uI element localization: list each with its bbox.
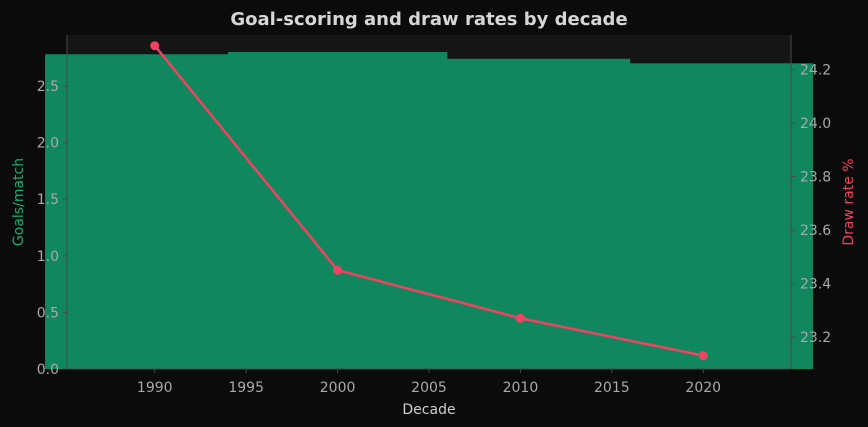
x-tick-label-2005: 2005	[411, 380, 447, 396]
draw-rate-point-2020	[698, 351, 708, 361]
right-y-ticks: 23.2 23.4 23.6 23.8 24.0 24.2	[791, 63, 831, 346]
x-tick-label-2000: 2000	[320, 380, 356, 396]
right-tick-label-24.2: 24.2	[800, 63, 831, 79]
x-tick-label-1995: 1995	[228, 380, 264, 396]
x-tick-label-2010: 2010	[503, 380, 539, 396]
draw-rate-point-1990	[150, 41, 160, 51]
right-tick-label-23.4: 23.4	[800, 276, 831, 292]
left-y-ticks: 0.0 0.5 1.0 1.5 2.0 2.5	[37, 79, 67, 378]
chart-title: Goal-scoring and draw rates by decade	[230, 9, 627, 30]
line-layer	[150, 41, 708, 361]
right-tick-label-23.2: 23.2	[800, 330, 831, 346]
x-tick-label-2020: 2020	[685, 380, 721, 396]
x-ticks: 1990 1995 2000 2005 2010 2015 2020	[137, 369, 721, 396]
draw-rate-point-2010	[515, 313, 525, 323]
left-tick-label-0.5: 0.5	[37, 305, 59, 321]
x-axis-label: Decade	[402, 402, 455, 418]
x-tick-label-1990: 1990	[137, 380, 173, 396]
right-tick-label-23.6: 23.6	[800, 223, 831, 239]
left-y-axis-label: Goals/match	[11, 158, 27, 246]
left-tick-label-0.0: 0.0	[37, 362, 59, 378]
draw-rate-point-2000	[333, 265, 343, 275]
left-tick-label-1.5: 1.5	[37, 192, 59, 208]
right-y-axis-label: Draw rate %	[841, 158, 857, 245]
left-tick-label-2.0: 2.0	[37, 136, 59, 152]
right-tick-label-23.8: 23.8	[800, 170, 831, 186]
x-tick-label-2015: 2015	[594, 380, 630, 396]
right-tick-label-24.0: 24.0	[800, 116, 831, 132]
bars-layer	[45, 51, 813, 369]
left-tick-label-1.0: 1.0	[37, 249, 59, 265]
left-tick-label-2.5: 2.5	[37, 79, 59, 95]
draw-rate-line	[153, 44, 704, 357]
bar-1990	[45, 54, 265, 369]
bar-2020	[593, 63, 813, 369]
